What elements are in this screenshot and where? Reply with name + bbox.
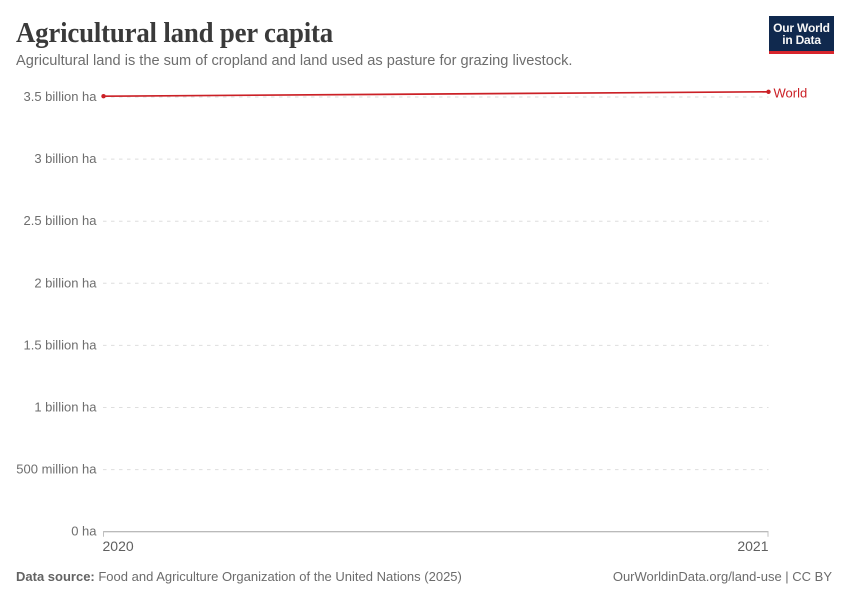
svg-text:1.5 billion ha: 1.5 billion ha [24, 337, 98, 352]
svg-text:500 million ha: 500 million ha [16, 462, 97, 477]
svg-text:2 billion ha: 2 billion ha [34, 275, 97, 290]
svg-text:1 billion ha: 1 billion ha [34, 400, 97, 415]
svg-text:2021: 2021 [737, 538, 768, 554]
svg-text:3 billion ha: 3 billion ha [34, 151, 97, 166]
svg-text:2020: 2020 [103, 538, 134, 554]
svg-text:3.5 billion ha: 3.5 billion ha [24, 89, 98, 104]
svg-text:2.5 billion ha: 2.5 billion ha [24, 213, 98, 228]
svg-text:World: World [774, 86, 808, 101]
svg-text:0 ha: 0 ha [71, 524, 97, 539]
